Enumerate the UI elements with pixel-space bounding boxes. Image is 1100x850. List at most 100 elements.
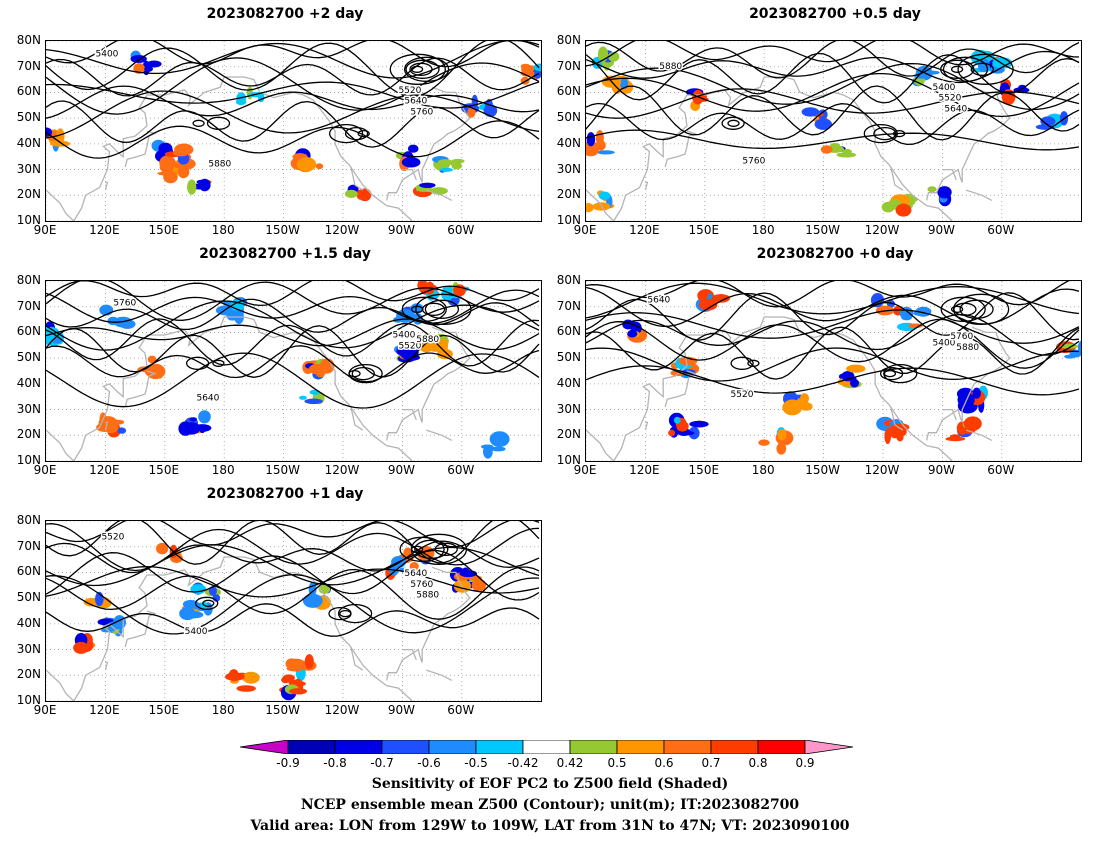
longitude-label: 60W [987,223,1015,237]
panel-title: 2023082700 +2 day [206,6,364,22]
z500-contour [46,41,540,79]
sensitivity-shading [73,633,96,654]
z500-contour [586,129,1080,151]
z500-closed-contour [727,119,740,127]
sensitivity-shading [668,412,689,438]
z500-contour [586,313,1080,356]
sensitivity-shading [225,669,260,692]
z500-closed-contour [940,59,975,79]
colorbar-label: -0.8 [323,756,347,770]
contour-label: 5640 [196,393,219,403]
coastline [402,648,417,661]
z500-contour [46,57,540,115]
map-panel: 5400 5520 5640 5760 5880 [45,280,542,462]
colorbar-label: 0.8 [748,756,768,770]
longitude-label: 180 [211,463,235,477]
sensitivity-shading [432,156,465,173]
z500-closed-contour [348,363,383,384]
sensitivity-shading [782,391,813,416]
z500-contour [586,365,1080,396]
latitude-label: 80N [16,513,41,527]
colorbar-extend-low [240,740,289,754]
colorbar-extend-high [804,740,854,754]
coastline [925,86,1011,201]
latitude-label: 30N [556,401,581,416]
map-panel: 5400 5520 5640 5760 5880 [585,280,1082,462]
colorbar-swatch [616,740,665,754]
sensitivity-shading [164,143,194,165]
sensitivity-shading [801,107,832,130]
sensitivity-shading [956,385,988,414]
z500-closed-contour [950,305,964,313]
colorbar-label: -0.6 [417,756,441,770]
sensitivity-shading [344,184,372,202]
sensitivity-shading [394,344,421,363]
coastline [613,76,953,221]
caption-line-2: NCEP ensemble mean Z500 (Contour); unit(… [300,797,800,813]
panel-title: 2023082700 +0 day [756,246,914,262]
longitude-label: 150E [148,223,180,237]
coastline [104,181,109,191]
z500-contour [46,90,540,139]
colorbar-swatch [381,740,430,754]
latitude-label: 30N [16,161,41,176]
z500-contour [46,57,540,97]
latitude-label: 40N [556,375,581,390]
longitude-label: 150W [265,463,300,477]
colorbar-label: 0.9 [795,756,815,770]
longitude-label: 120E [89,703,120,717]
z500-closed-contour [415,293,472,325]
longitude-label: 90W [927,223,955,237]
z500-closed-contour [389,53,446,85]
sensitivity-shading [412,182,448,198]
sensitivity-shading [279,674,307,701]
z500-closed-contour [879,366,904,381]
contour-label: 5880 [208,159,231,169]
coastline [73,316,413,461]
colorbar-label: -0.9 [276,756,300,770]
latitude-label: 60N [16,324,41,339]
colorbar-label: -0.42 [507,756,539,770]
longitude-label: 60W [447,463,475,477]
z500-closed-contour [950,65,964,73]
colorbar-swatch [287,740,336,754]
latitude-label: 40N [16,135,41,150]
coastline [942,408,957,421]
contour-label: 5760 [410,108,433,118]
latitude-label: 70N [556,58,581,73]
map-panel: 5400 5520 5640 5760 5880 [45,520,542,702]
colorbar-swatch [569,740,618,754]
z500-closed-contour [328,606,352,621]
sensitivity-shading [187,178,212,195]
z500-contour [586,88,1080,119]
longitude-label: 120E [629,463,660,477]
latitude-label: 30N [556,161,581,176]
latitude-label: 80N [556,33,581,47]
latitude-label: 10N [16,213,41,227]
sensitivity-shading [302,582,332,610]
coastline [350,406,364,431]
z500-closed-contour [424,299,460,319]
z500-contour [46,521,540,565]
contour-label: 5520 [398,341,421,351]
latitude-label: 80N [16,273,41,287]
sensitivity-shading [695,289,730,312]
latitude-label: 30N [16,641,41,656]
sensitivity-shading [927,186,952,207]
sensitivity-shading [285,654,317,681]
z500-contour [46,281,540,307]
z500-closed-contour [401,296,447,322]
sensitivity-shading [178,410,212,436]
longitude-label: 90E [573,223,597,237]
z500-closed-contour [883,369,897,378]
latitude-label: 20N [16,667,41,682]
latitude-label: 10N [16,693,41,707]
colorbar-label: 0.6 [654,756,674,770]
z500-closed-contour [328,123,364,144]
contour-label: 5760 [950,332,973,342]
longitude-label: 150E [688,463,720,477]
longitude-label: 60W [987,463,1015,477]
z500-closed-contour [721,116,745,130]
latitude-label: 20N [16,427,41,442]
sensitivity-shading [586,190,615,213]
